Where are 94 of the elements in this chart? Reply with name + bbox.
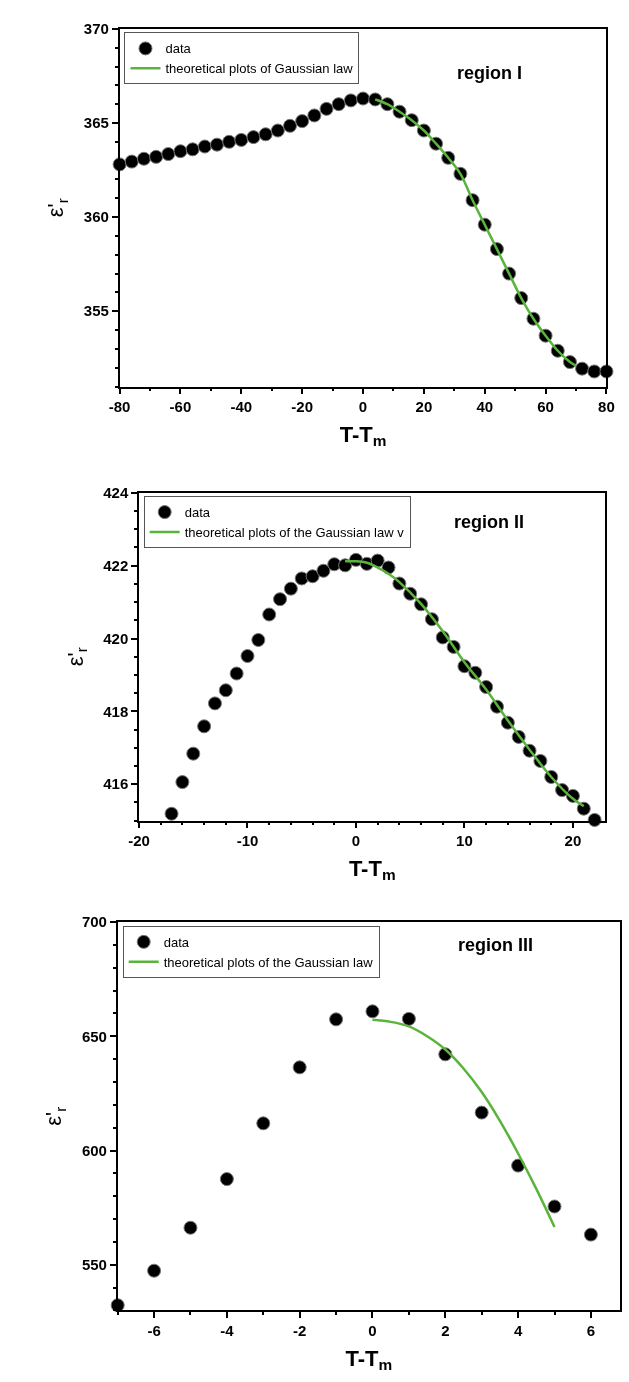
point [173, 144, 188, 159]
y-tick-label: 365 [83, 114, 109, 132]
point [197, 139, 212, 154]
legend-label: data [184, 505, 211, 521]
x-tick-label: -10 [236, 832, 259, 850]
point [197, 719, 212, 734]
point [305, 569, 320, 584]
legend-label: theoretical plots of the Gaussian law v [184, 525, 405, 541]
point [329, 1012, 344, 1027]
point [575, 361, 590, 376]
x-tick-label: -2 [293, 1322, 307, 1340]
point [219, 1172, 234, 1187]
point [295, 114, 310, 129]
point [209, 137, 224, 152]
x-tick-label: -20 [128, 832, 150, 850]
point [149, 149, 164, 164]
y-tick-label: 416 [103, 775, 129, 793]
y-tick-label: 420 [103, 629, 129, 647]
point [234, 132, 249, 147]
point [222, 134, 237, 149]
point [283, 581, 298, 596]
point [175, 775, 190, 790]
point [240, 649, 255, 664]
point [316, 563, 331, 578]
annotation: region II [454, 512, 525, 532]
point [229, 666, 244, 681]
point [164, 806, 179, 821]
legend-label: theoretical plots of the Gaussian law [163, 954, 374, 970]
x-tick-label: -80 [108, 398, 131, 416]
point [370, 553, 385, 568]
y-tick-label: 550 [81, 1256, 107, 1274]
x-tick-label: 4 [513, 1322, 523, 1340]
x-tick-label: -40 [230, 398, 253, 416]
y-tick-label: 422 [103, 556, 129, 574]
x-tick-label: 10 [456, 832, 473, 850]
point [292, 1060, 307, 1075]
x-tick-label: -6 [147, 1322, 161, 1340]
x-axis-title: T-T$_{m}$ [348, 855, 396, 884]
point [273, 592, 288, 607]
point [251, 633, 266, 647]
point [207, 696, 222, 711]
point [270, 123, 285, 138]
x-tick-label: 20 [564, 832, 582, 850]
point [185, 142, 200, 157]
point [356, 91, 371, 106]
x-axis-title: T-T$_{m}$ [345, 1345, 393, 1374]
point [283, 118, 298, 133]
point [136, 151, 151, 166]
point [365, 1004, 380, 1019]
point [583, 1227, 598, 1242]
y-tick-label: 650 [81, 1027, 107, 1045]
y-tick-label: 418 [103, 702, 129, 720]
point [331, 97, 346, 112]
point [183, 1220, 198, 1235]
point [474, 1105, 489, 1120]
annotation: region III [458, 935, 534, 955]
y-tick-label: 600 [81, 1141, 107, 1159]
point [401, 1011, 416, 1026]
point [246, 130, 261, 145]
x-tick-label: 0 [368, 1322, 377, 1340]
point [161, 147, 176, 162]
point [547, 1199, 562, 1214]
point [258, 127, 273, 142]
point [124, 154, 139, 169]
x-tick-label: 20 [415, 398, 433, 416]
annotation: region I [457, 63, 523, 83]
x-tick-label: 40 [476, 398, 494, 416]
y-tick-label: 360 [83, 208, 109, 226]
x-axis-title: T-T$_{m}$ [339, 421, 387, 450]
x-tick-label: -20 [291, 398, 314, 416]
point [262, 607, 277, 622]
point [343, 93, 358, 108]
point [307, 108, 322, 123]
legend-label: data [163, 934, 190, 950]
x-tick-label: 80 [598, 398, 615, 416]
x-tick-label: 60 [537, 398, 554, 416]
legend-label: theoretical plots of Gaussian law [165, 61, 354, 77]
x-tick-label: 6 [586, 1322, 596, 1340]
y-tick-label: 370 [83, 20, 109, 38]
x-tick-label: 2 [441, 1322, 450, 1340]
y-tick-label: 700 [81, 913, 107, 931]
x-tick-label: 0 [358, 398, 368, 416]
x-tick-label: 0 [351, 832, 361, 850]
point [587, 364, 602, 379]
point [186, 746, 201, 761]
y-tick-label: 424 [103, 484, 129, 502]
point [319, 101, 334, 116]
legend-label: data [165, 41, 192, 57]
point [256, 1116, 271, 1131]
y-tick-label: 355 [83, 302, 109, 320]
x-tick-label: -60 [169, 398, 192, 416]
x-tick-label: -4 [220, 1322, 235, 1340]
point [218, 683, 233, 698]
point [147, 1263, 162, 1278]
